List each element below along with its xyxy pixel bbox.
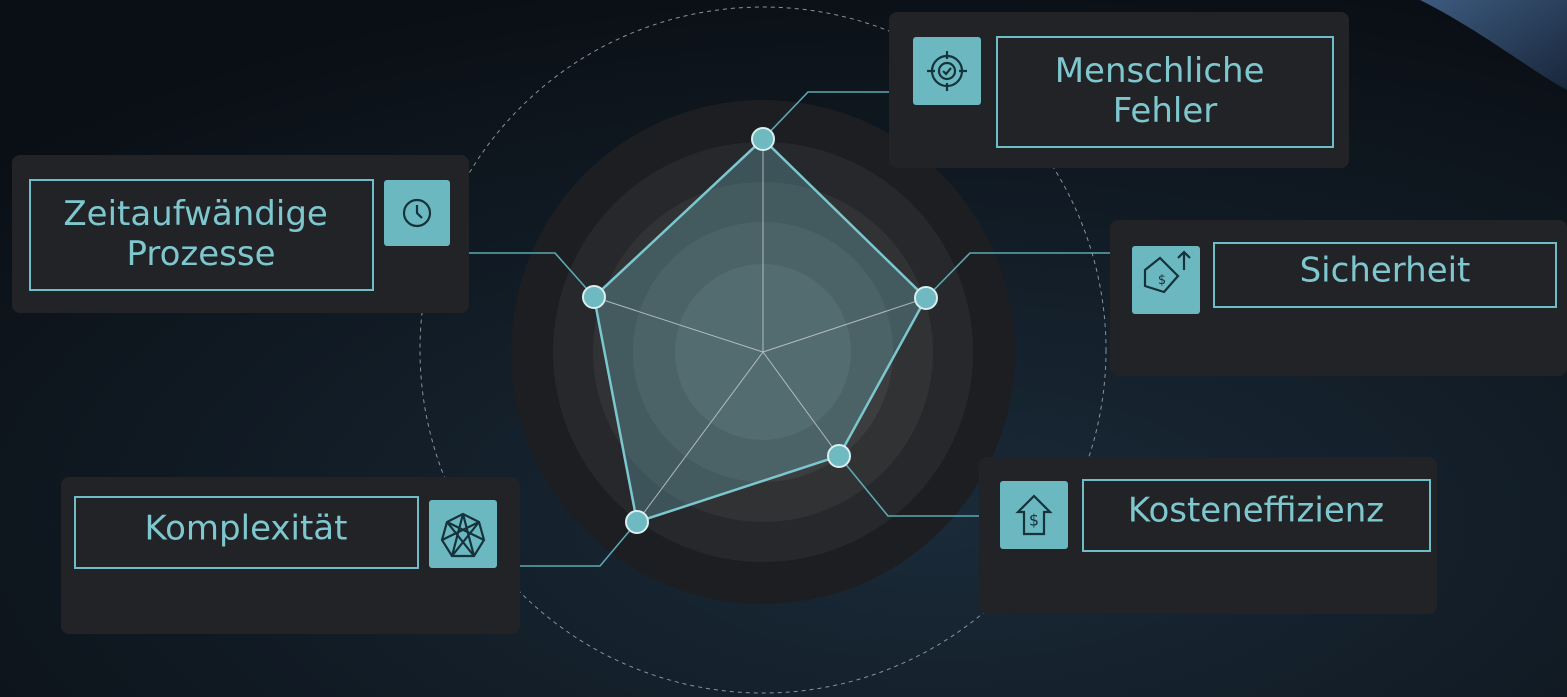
radar-area <box>592 137 928 524</box>
card: $ Kosteneffizienz <box>979 457 1437 614</box>
node-label: Kosteneffizienz <box>1128 491 1384 531</box>
dashed-circle <box>419 6 1107 694</box>
node-label: Sicherheit <box>1300 251 1471 291</box>
card: Komplexität <box>61 477 520 634</box>
card: Zeitaufwändige Prozesse <box>12 155 469 313</box>
node-label: Zeitaufwändige Prozesse <box>63 194 338 274</box>
card: Menschliche Fehler <box>889 12 1349 168</box>
node-label: Komplexität <box>145 509 348 549</box>
connectors <box>469 91 1110 567</box>
spokes <box>593 139 927 523</box>
radar-points <box>582 127 938 534</box>
node-label: Menschliche Fehler <box>1055 51 1276 131</box>
card: $ Sicherheit <box>1110 220 1567 376</box>
decoration <box>1420 0 1567 90</box>
svg-text:$: $ <box>1158 273 1166 288</box>
svg-text:$: $ <box>1029 511 1039 530</box>
